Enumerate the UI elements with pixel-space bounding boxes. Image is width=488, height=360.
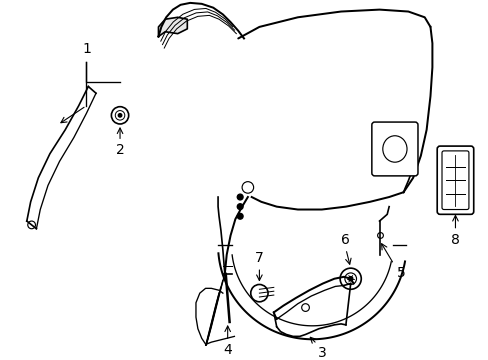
Text: 8: 8 bbox=[450, 233, 459, 247]
FancyBboxPatch shape bbox=[371, 122, 417, 176]
Text: 2: 2 bbox=[116, 143, 124, 157]
Text: 6: 6 bbox=[341, 233, 349, 247]
Circle shape bbox=[237, 204, 243, 210]
Ellipse shape bbox=[382, 136, 406, 162]
Text: 5: 5 bbox=[396, 266, 405, 280]
Polygon shape bbox=[27, 86, 96, 229]
Text: 4: 4 bbox=[223, 343, 232, 357]
Circle shape bbox=[237, 194, 243, 200]
Circle shape bbox=[118, 114, 122, 117]
Circle shape bbox=[237, 213, 243, 219]
Circle shape bbox=[348, 276, 352, 281]
FancyBboxPatch shape bbox=[436, 146, 473, 214]
Polygon shape bbox=[158, 17, 187, 36]
Text: 7: 7 bbox=[255, 251, 263, 265]
Text: 3: 3 bbox=[317, 346, 325, 360]
Text: 1: 1 bbox=[82, 42, 91, 56]
FancyBboxPatch shape bbox=[441, 151, 468, 210]
